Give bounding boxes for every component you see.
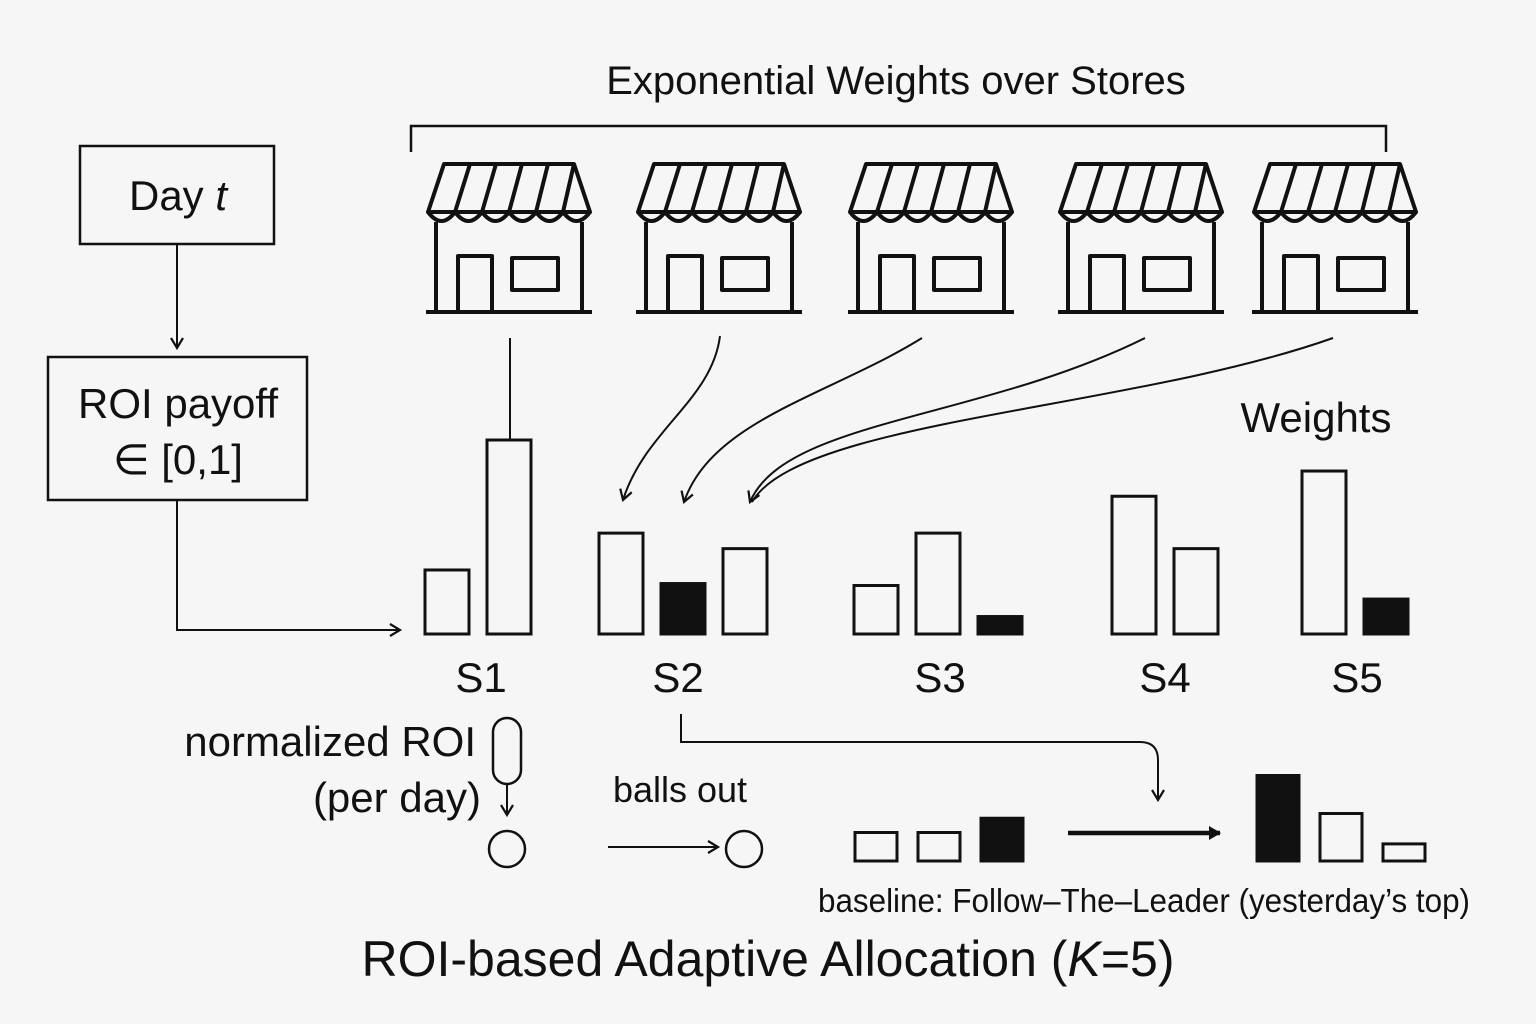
baseline-before-bar-3 [979, 816, 1025, 863]
store3-to-s2-arrow [680, 337, 923, 505]
normalized-roi-capsule [491, 716, 523, 786]
day-variable: t [215, 172, 229, 219]
weight-bar-s1-2 [485, 438, 533, 636]
store-icon [426, 162, 592, 314]
weight-bar-s3-1 [852, 584, 900, 636]
baseline-bars-after [1255, 774, 1427, 863]
roi-range-label: ∈ [0,1] [113, 436, 243, 483]
store-icon [848, 162, 1014, 314]
baseline-after-bar-3 [1381, 842, 1427, 863]
per-day-label: (per day) [313, 774, 481, 821]
store-icon [1252, 162, 1418, 314]
ball-in [487, 829, 527, 869]
baseline-bars-before [853, 816, 1025, 863]
weight-bar-s3-2 [914, 531, 962, 636]
weight-bar-s2-3 [721, 547, 769, 636]
store-icon [1058, 162, 1224, 314]
roi-payoff-label: ROI payoff [78, 380, 278, 427]
stores-bracket [409, 124, 1388, 152]
weight-bar-s2-1 [597, 531, 645, 636]
weights-label: Weights [1241, 394, 1392, 441]
weight-bar-s1-1 [423, 568, 471, 636]
store5-to-s2-arrow [751, 337, 1334, 503]
store-label-s4: S4 [1139, 654, 1190, 701]
weight-bar-s4-1 [1110, 494, 1158, 636]
baseline-after-bar-1 [1255, 774, 1301, 863]
store-icon [636, 162, 802, 314]
store2-to-s2-arrow [619, 335, 721, 503]
s2-to-baseline-arrow [680, 714, 1165, 803]
weight-bar-s2-2 [659, 582, 707, 636]
roi-to-weights-arrow [176, 500, 403, 637]
baseline-after-bar-2 [1318, 812, 1364, 863]
store-labels: S1 S2 S3 S4 S5 [455, 654, 1382, 701]
normalized-roi-label: normalized ROI [184, 718, 476, 765]
ball-out [724, 829, 764, 869]
header-title: Exponential Weights over Stores [606, 59, 1186, 103]
weight-bars [423, 438, 1410, 636]
baseline-before-bar-2 [916, 831, 962, 863]
store-label-s2: S2 [652, 654, 703, 701]
weight-bar-s4-2 [1172, 547, 1220, 636]
store-label-s1: S1 [455, 654, 506, 701]
store-label-s3: S3 [914, 654, 965, 701]
store-icons [426, 162, 1418, 314]
weight-bar-s3-3 [976, 615, 1024, 636]
footer-title: ROI-based Adaptive Allocation (K=5) [362, 931, 1175, 987]
day-label: Day t [129, 172, 229, 219]
footer-k-variable: K [1067, 931, 1103, 987]
store4-to-s2-arrow [747, 337, 1146, 504]
baseline-caption: baseline: Follow–The–Leader (yesterday’s… [818, 882, 1470, 919]
weight-bar-s5-2 [1362, 597, 1410, 636]
balls-out-label: balls out [613, 769, 747, 810]
baseline-before-bar-1 [853, 831, 899, 863]
store-label-s5: S5 [1331, 654, 1382, 701]
weight-bar-s5-1 [1300, 469, 1348, 636]
